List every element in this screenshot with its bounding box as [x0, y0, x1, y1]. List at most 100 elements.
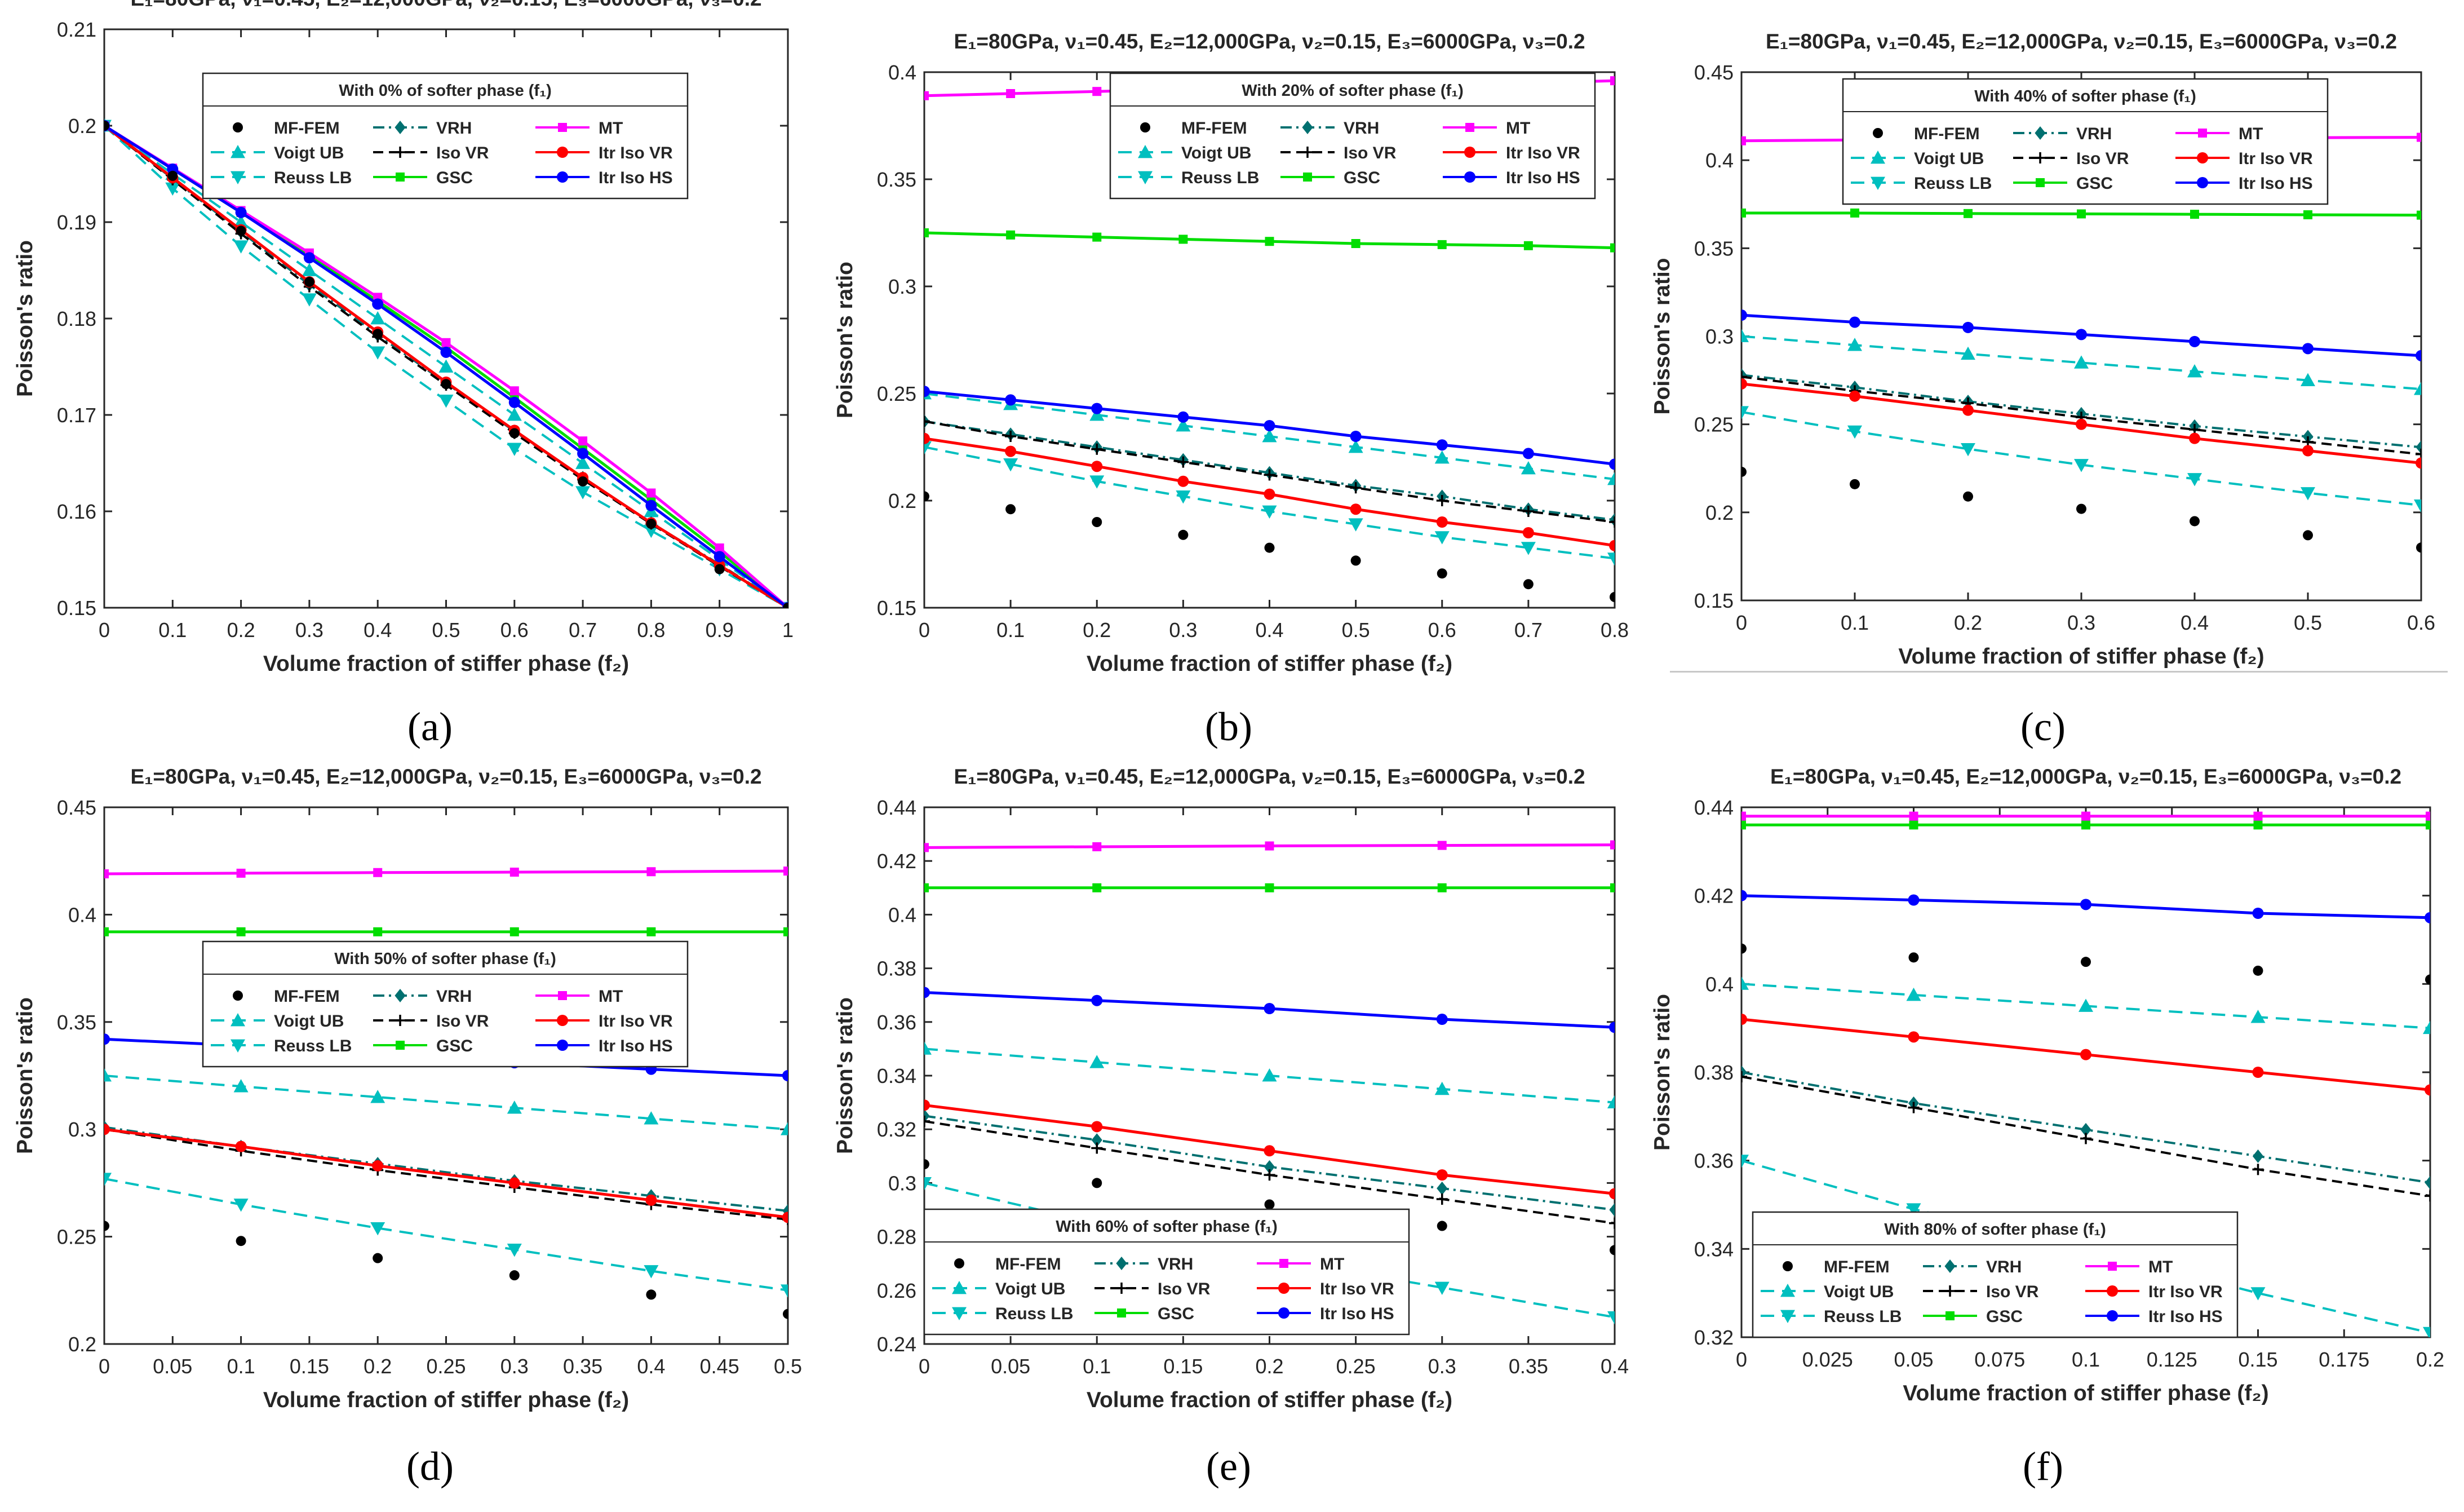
y-tick-label: 0.4	[1705, 972, 1734, 996]
y-tick-label: 0.24	[877, 1333, 916, 1356]
point-itr-iso-hs	[303, 252, 315, 264]
point-gsc	[1909, 820, 1918, 830]
x-tick-label: 0.3	[500, 1355, 529, 1378]
x-axis-label: Volume fraction of stiffer phase (f₂)	[263, 1388, 629, 1412]
point-itr-iso-hs	[1962, 321, 1974, 333]
y-axis-label: Poisson's ratio	[1650, 258, 1674, 414]
x-tick-label: 0.3	[295, 618, 323, 642]
point-itr-iso-hs	[440, 346, 452, 358]
legend-label-mf-fem: MF-FEM	[1824, 1258, 1890, 1276]
legend-marker-iso-vr	[1116, 1283, 1127, 1294]
legend-marker-iso-vr	[395, 1015, 406, 1026]
legend-marker-mt	[2198, 129, 2207, 138]
point-mt	[2081, 811, 2090, 821]
x-tick-label: 0.45	[700, 1355, 739, 1378]
legend-title: With 80% of softer phase (f₁)	[1884, 1221, 2106, 1239]
point-mf-fem	[1437, 1221, 1447, 1231]
y-tick-label: 0.25	[57, 1226, 96, 1249]
y-tick-label: 0.25	[877, 382, 916, 405]
y-tick-label: 0.3	[888, 1171, 916, 1195]
legend-label-itr-iso-vr: Itr Iso VR	[599, 1012, 673, 1031]
point-gsc	[236, 927, 246, 936]
point-mf-fem	[2190, 516, 2200, 527]
point-itr-iso-hs	[645, 499, 657, 511]
point-vrh	[1091, 1133, 1102, 1147]
y-tick-label: 0.26	[877, 1279, 916, 1302]
point-voigt-ub	[1434, 450, 1450, 464]
legend-box	[1752, 1211, 2239, 1338]
point-itr-iso-hs	[924, 386, 930, 397]
point-itr-iso-vr	[1005, 445, 1017, 457]
legend-label-mt: MT	[2239, 125, 2263, 143]
legend-marker-vrh	[395, 989, 406, 1002]
y-tick-label: 0.34	[1694, 1237, 1734, 1261]
y-tick-label: 0.16	[57, 500, 96, 523]
y-tick-label: 0.3	[68, 1118, 96, 1141]
x-tick-label: 0.1	[158, 618, 187, 642]
point-mf-fem	[1092, 517, 1102, 527]
legend-marker-gsc	[396, 1041, 405, 1050]
point-mt	[236, 868, 246, 878]
point-reuss-lb	[1089, 475, 1105, 489]
point-gsc	[2190, 210, 2199, 219]
point-itr-iso-hs	[2416, 350, 2421, 361]
point-itr-iso-hs	[577, 448, 589, 459]
x-tick-label: 0.5	[774, 1355, 802, 1378]
point-reuss-lb	[1434, 1281, 1450, 1296]
point-gsc	[2081, 820, 2090, 830]
point-itr-iso-hs	[924, 987, 930, 998]
point-mf-fem	[1178, 529, 1189, 540]
point-mt	[2253, 811, 2263, 821]
legend-label-gsc: GSC	[436, 1037, 473, 1055]
point-reuss-lb	[438, 394, 454, 408]
series-line-voigt-ub	[104, 1075, 788, 1131]
point-mt	[1092, 842, 1102, 851]
legend-label-reuss-lb: Reuss LB	[274, 169, 352, 187]
point-gsc	[1610, 243, 1615, 253]
point-gsc	[1178, 235, 1188, 244]
caption-d: (d)	[406, 1444, 454, 1489]
legend-marker-reuss-lb	[231, 171, 245, 184]
x-tick-label: 0.4	[1255, 618, 1283, 642]
legend-marker-iso-vr	[395, 147, 406, 158]
y-tick-label: 0.17	[57, 404, 96, 427]
point-reuss-lb	[233, 240, 249, 254]
point-mf-fem	[104, 121, 109, 131]
y-tick-label: 0.45	[57, 796, 96, 819]
point-itr-iso-vr	[645, 1194, 657, 1206]
legend-marker-mf-fem	[233, 991, 243, 1001]
chart-panel: 0 0.05 0.1 0.15 0.2 0.25 0.3 0.35 0.4 0.24 0.26 0.2…	[833, 765, 1629, 1412]
point-itr-iso-vr	[924, 432, 930, 444]
point-vrh	[2252, 1149, 2264, 1163]
legend-marker-gsc	[1117, 1308, 1126, 1318]
series-line-mt	[104, 869, 788, 876]
chart-title: E₁=80GPa, ν₁=0.45, E₂=12,000GPa, ν₂=0.15…	[1770, 765, 2401, 788]
point-reuss-lb	[507, 1244, 522, 1257]
point-gsc	[783, 927, 788, 936]
point-reuss-lb	[1434, 531, 1450, 545]
legend-title: With 20% of softer phase (f₁)	[1242, 82, 1464, 100]
point-voigt-ub	[2423, 1020, 2430, 1034]
point-mf-fem	[167, 170, 178, 181]
legend-title: With 60% of softer phase (f₁)	[1056, 1218, 1278, 1236]
legend-label-mt: MT	[1506, 119, 1530, 138]
point-itr-iso-hs	[782, 1070, 788, 1081]
point-mf-fem	[236, 1236, 246, 1246]
x-tick-label: 0.05	[991, 1355, 1030, 1378]
point-voigt-ub	[644, 1111, 659, 1125]
legend-label-itr-iso-vr: Itr Iso VR	[599, 144, 673, 162]
point-itr-iso-hs	[1091, 994, 1103, 1006]
point-iso-vr	[1264, 1169, 1275, 1181]
point-reuss-lb	[370, 346, 385, 360]
y-tick-label: 0.42	[877, 850, 916, 873]
point-iso-vr	[1741, 371, 1747, 383]
legend-marker-itr-iso-hs	[557, 171, 568, 183]
point-reuss-lb	[781, 1284, 788, 1298]
point-mt	[509, 868, 519, 877]
caption-b: (b)	[1205, 704, 1252, 749]
x-tick-label: 0.2	[227, 618, 255, 642]
series-line-itr-iso-vr	[104, 1128, 788, 1219]
point-iso-vr	[1091, 443, 1103, 455]
x-tick-label: 0.025	[1802, 1348, 1853, 1371]
point-mf-fem	[373, 1253, 383, 1263]
